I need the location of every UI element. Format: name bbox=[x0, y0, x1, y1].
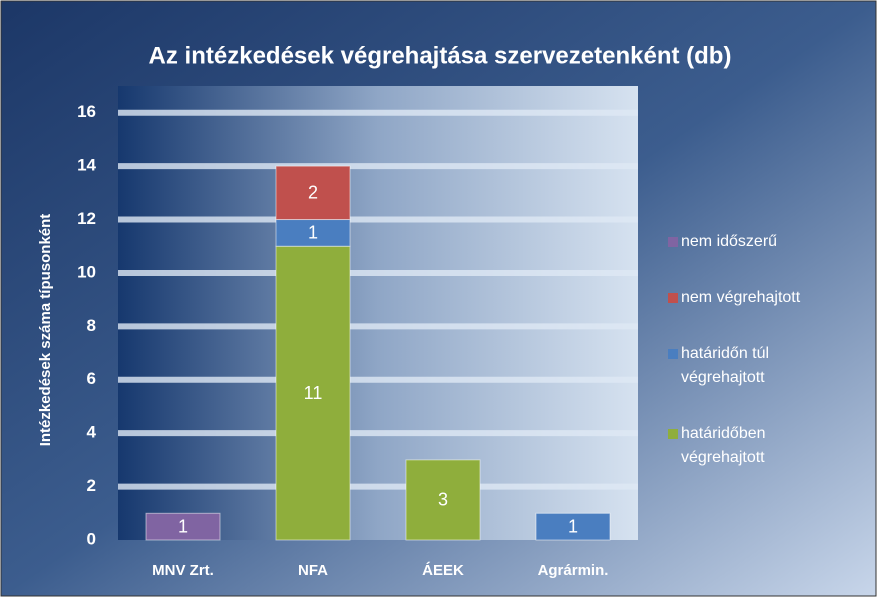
data-label: 11 bbox=[304, 383, 323, 403]
data-label: 1 bbox=[568, 516, 578, 536]
data-label: 3 bbox=[438, 490, 448, 510]
legend-label: határidőben végrehajtott bbox=[681, 425, 766, 466]
data-label: 1 bbox=[178, 516, 188, 536]
y-tick-label: 4 bbox=[87, 423, 97, 442]
legend-item: határidőben végrehajtott bbox=[668, 422, 848, 470]
data-label: 1 bbox=[308, 223, 318, 243]
legend-item: nem időszerű bbox=[668, 230, 848, 254]
bar-segment bbox=[275, 165, 351, 221]
legend-label: nem végrehajtott bbox=[681, 289, 801, 306]
legend-item: nem végrehajtott bbox=[668, 286, 848, 310]
y-tick-label: 6 bbox=[87, 369, 96, 388]
legend-label: nem időszerű bbox=[681, 233, 778, 250]
legend-swatch bbox=[668, 237, 678, 247]
data-label: 2 bbox=[308, 183, 318, 203]
x-tick-label: MNV Zrt. bbox=[152, 562, 214, 579]
legend-swatch bbox=[668, 293, 678, 303]
x-tick-label: ÁEEK bbox=[422, 562, 464, 579]
bar-segment bbox=[145, 512, 221, 541]
x-tick-label: Agrármin. bbox=[538, 562, 609, 579]
y-tick-label: 2 bbox=[87, 476, 96, 495]
plot-area bbox=[118, 86, 638, 540]
legend-swatch bbox=[668, 429, 678, 439]
legend: nem időszerű nem végrehajtott határidőn tú… bbox=[668, 230, 848, 502]
x-tick-label: NFA bbox=[298, 562, 328, 579]
y-tick-label: 0 bbox=[87, 529, 96, 548]
y-tick-label: 12 bbox=[77, 209, 96, 228]
legend-label: határidőn túl végrehajtott bbox=[681, 345, 770, 386]
y-tick-label: 14 bbox=[77, 156, 96, 175]
y-axis-title: Intézkedések száma típusonként bbox=[37, 214, 54, 447]
legend-item: határidőn túl végrehajtott bbox=[668, 342, 848, 390]
chart-title: Az intézkedések végrehajtása szervezeten… bbox=[149, 42, 732, 69]
y-tick-label: 8 bbox=[87, 316, 96, 335]
bar-segment bbox=[405, 459, 481, 541]
bar-segment bbox=[535, 512, 611, 541]
legend-swatch bbox=[668, 349, 678, 359]
y-tick-label: 10 bbox=[77, 262, 96, 281]
y-tick-label: 16 bbox=[77, 102, 96, 121]
